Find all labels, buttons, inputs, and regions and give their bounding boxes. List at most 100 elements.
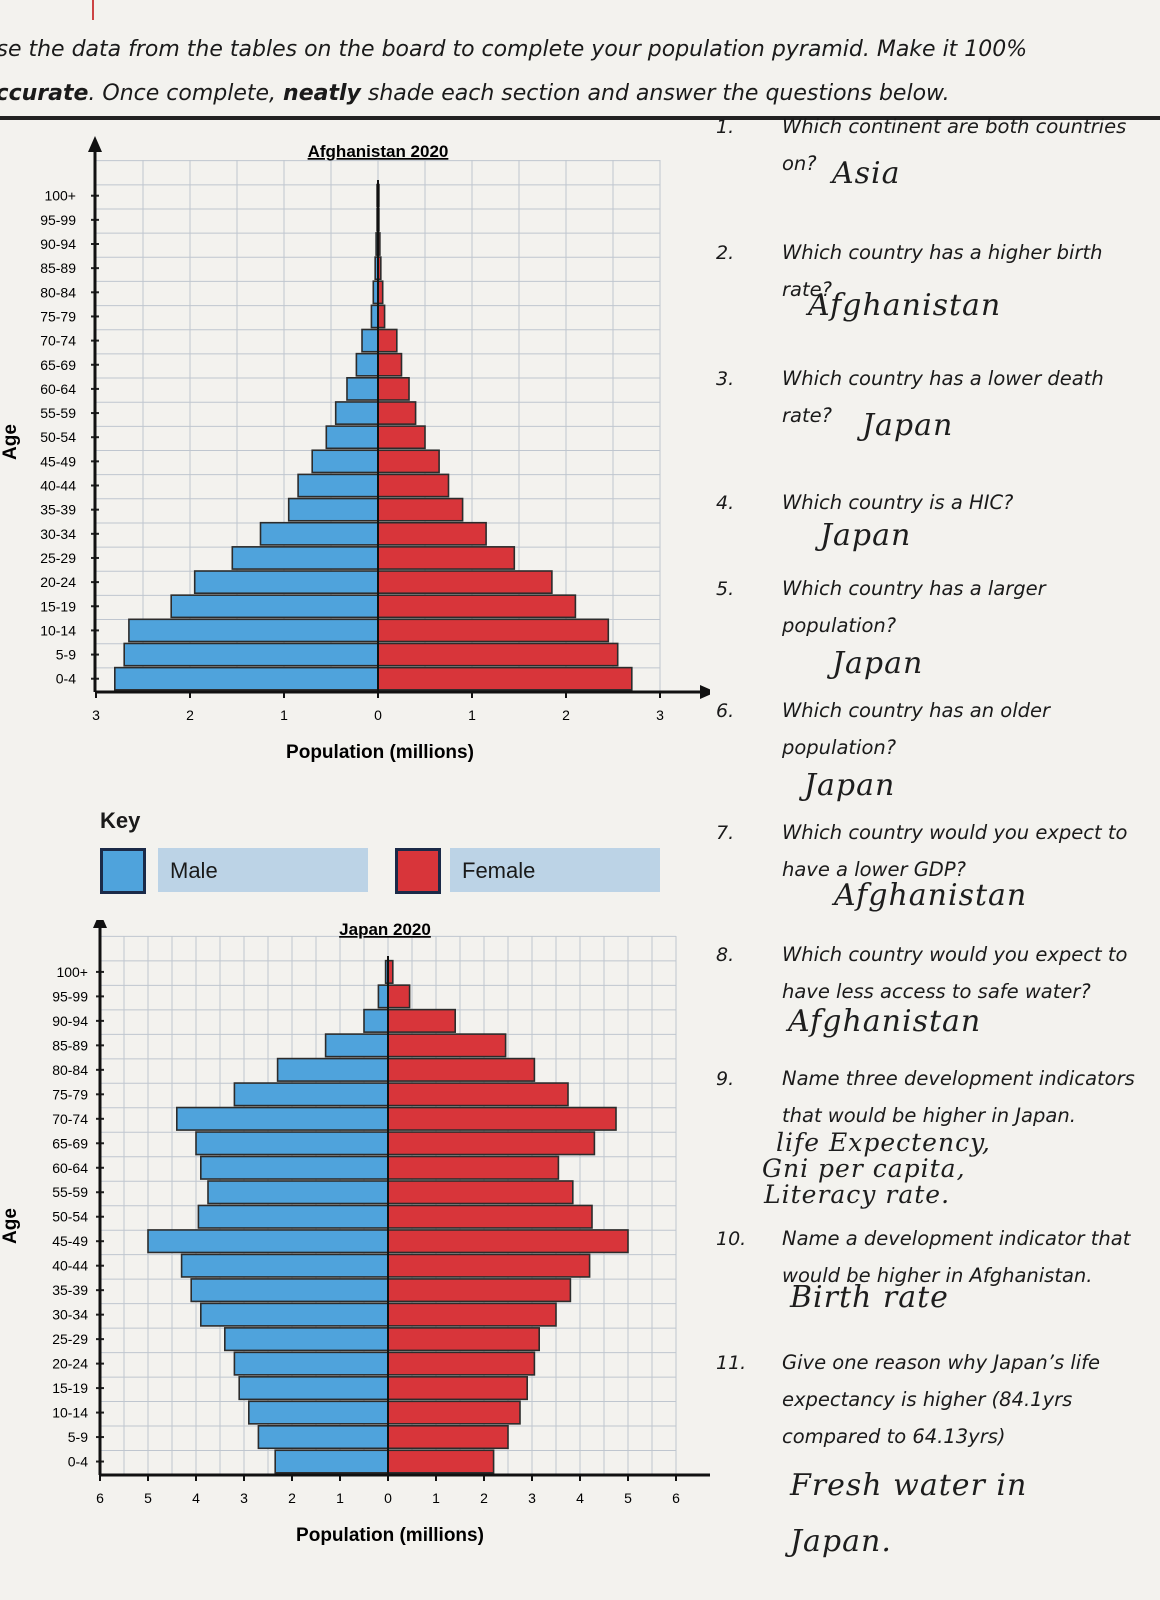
bar-male	[224, 1327, 389, 1352]
bar-female	[387, 1180, 574, 1205]
question-line: Which country has a larger	[782, 577, 1046, 600]
chart-title: Afghanistan 2020	[308, 142, 449, 161]
x-tick-label: 2	[480, 1490, 488, 1506]
question-text: Give one reason why Japan’s life expecta…	[782, 1344, 1160, 1455]
bar-male	[346, 376, 379, 401]
instructions-line-2: ıccurate. Once complete, neatly shade ea…	[0, 72, 950, 116]
age-tick-label: 55-59	[40, 405, 76, 421]
legend: Key Male Female	[100, 808, 680, 894]
question-number: 4.	[716, 492, 735, 514]
age-tick-label: 25-29	[40, 550, 76, 566]
answer-line: life Expectency,	[776, 1128, 991, 1157]
bar-male	[276, 1057, 389, 1082]
x-tick-label: 1	[468, 707, 476, 723]
question-line: Which continent are both countries	[782, 115, 1127, 138]
x-axis-label: Population (millions)	[286, 742, 474, 763]
question-text: Which country has a higher birth rate?	[782, 234, 1160, 308]
answer-handwritten: Japan	[804, 768, 896, 803]
age-tick-label: 15-19	[52, 1380, 88, 1396]
question-text: Which continent are both countries on?	[782, 108, 1160, 182]
x-tick-label: 2	[288, 1490, 296, 1506]
question-line: population?	[782, 736, 897, 759]
bar-male	[233, 1351, 389, 1376]
age-tick-label: 30-34	[52, 1307, 88, 1323]
bar-female	[377, 449, 440, 474]
answer-handwritten: Japan	[862, 408, 954, 443]
answer-handwritten: Afghanistan	[808, 288, 1002, 323]
age-tick-label: 50-54	[40, 429, 76, 445]
age-tick-label: 80-84	[52, 1062, 88, 1078]
bar-male	[195, 1131, 389, 1156]
question-line: Which country has a lower death	[782, 367, 1104, 390]
bar-female	[377, 570, 553, 595]
bar-male	[197, 1204, 389, 1229]
bar-male	[114, 666, 379, 691]
bar-male	[377, 984, 389, 1009]
age-tick-label: 65-69	[52, 1135, 88, 1151]
bar-male	[233, 1082, 389, 1107]
bar-female	[377, 352, 403, 377]
age-tick-label: 55-59	[52, 1184, 88, 1200]
age-tick-label: 30-34	[40, 526, 76, 542]
x-axis-label: Population (millions)	[296, 1525, 484, 1546]
bar-female	[377, 666, 633, 691]
question-line: Give one reason why Japan’s life	[782, 1351, 1101, 1374]
question-line: rate?	[782, 404, 832, 427]
age-tick-label: 10-14	[52, 1405, 88, 1421]
bar-female	[387, 1008, 456, 1033]
age-tick-label: 15-19	[40, 598, 76, 614]
instructions-end: shade each section and answer the questi…	[360, 81, 950, 106]
question-text: Which country has a lower death rate?	[782, 360, 1160, 434]
bar-male	[334, 401, 379, 425]
bar-male	[363, 1008, 389, 1033]
bar-male	[123, 642, 379, 667]
x-tick-label: 6	[672, 1490, 680, 1506]
question-text: Which country has a larger population?	[782, 570, 1160, 644]
instructions-bold-accurate: ıccurate	[0, 81, 89, 106]
bar-male	[193, 570, 379, 595]
x-tick-label: 4	[192, 1490, 200, 1506]
bar-male	[200, 1302, 389, 1327]
legend-title: Key	[100, 808, 141, 833]
x-tick-label: 1	[432, 1490, 440, 1506]
bar-female	[387, 1278, 572, 1303]
age-tick-label: 65-69	[40, 357, 76, 373]
y-axis-arrow	[88, 136, 102, 152]
bar-male	[180, 1253, 389, 1278]
age-tick-label: 90-94	[52, 1013, 88, 1029]
bar-female	[387, 984, 411, 1009]
age-tick-label: 35-39	[40, 502, 76, 518]
bar-female	[387, 1082, 569, 1107]
age-tick-label: 75-79	[40, 308, 76, 324]
question-number: 1.	[716, 116, 735, 138]
bar-female	[387, 1400, 521, 1425]
question-number: 5.	[716, 578, 735, 600]
age-tick-label: 5-9	[68, 1429, 88, 1445]
age-tick-label: 85-89	[40, 260, 76, 276]
age-tick-label: 90-94	[40, 236, 76, 252]
answer-line: Literacy rate.	[764, 1180, 951, 1209]
bar-female	[387, 1302, 557, 1327]
question-line: Which country is a HIC?	[782, 491, 1014, 514]
divider-rule	[0, 116, 1160, 120]
bar-female	[377, 594, 577, 619]
question-line: Which country has a higher birth	[782, 241, 1103, 264]
bar-female	[387, 1253, 591, 1278]
question-line: population?	[782, 614, 897, 637]
bar-male	[128, 618, 379, 643]
age-tick-label: 95-99	[52, 988, 88, 1004]
legend-male-swatch	[100, 848, 146, 894]
japan-pyramid: 0-4 5-9 10-14 15-19 20-24 25-29 30-34 35-39 40-4…	[0, 920, 710, 1546]
bar-female	[377, 521, 487, 546]
x-tick-label: 3	[656, 707, 664, 723]
age-tick-label: 95-99	[40, 212, 76, 228]
question-line: expectancy is higher (84.1yrs	[782, 1388, 1073, 1411]
instructions-bold-neatly: neatly	[283, 81, 361, 106]
age-tick-label: 40-44	[40, 478, 76, 494]
legend-male-label: Male	[158, 848, 368, 892]
question-text: Which country would you expect to have l…	[782, 936, 1160, 1010]
bar-female	[377, 425, 426, 450]
question-number: 2.	[716, 242, 735, 264]
x-tick-label: 0	[384, 1490, 392, 1506]
bar-female	[387, 1229, 629, 1254]
